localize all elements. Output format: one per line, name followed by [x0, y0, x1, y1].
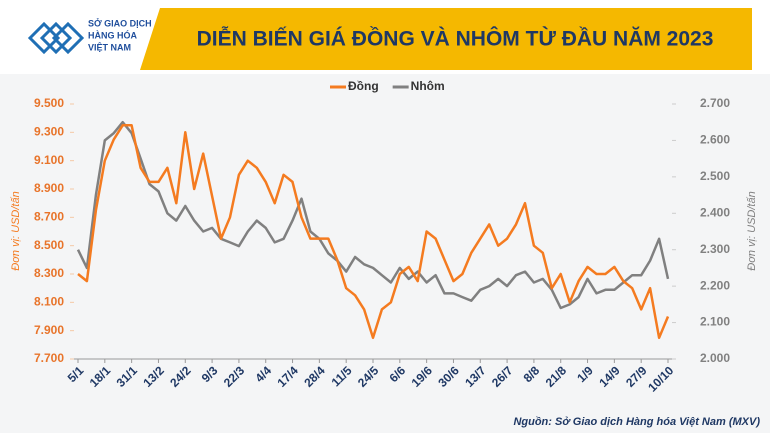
x-tick-label: 14/9 — [596, 363, 623, 390]
legend-label: Nhôm — [411, 79, 445, 93]
x-tick-label: 10/10 — [645, 363, 676, 394]
x-tick-label: 17/4 — [274, 363, 301, 390]
y-tick-label: 8.900 — [34, 181, 64, 195]
logo-text: VIỆT NAM — [88, 41, 131, 52]
y-tick-label: 8.100 — [34, 295, 64, 309]
logo-text: SỞ GIAO DỊCH — [88, 17, 152, 28]
x-tick-label: 13/7 — [462, 363, 489, 390]
x-tick-label: 31/1 — [114, 363, 141, 390]
y-tick-label: 9.500 — [34, 96, 64, 110]
x-tick-label: 5/1 — [65, 363, 87, 385]
y2-tick-label: 2.300 — [700, 242, 730, 256]
line-series — [77, 124, 670, 340]
line-series — [76, 120, 670, 310]
y-tick-label: 9.100 — [34, 153, 64, 167]
legend-label: Đồng — [348, 79, 379, 93]
title-band — [140, 8, 752, 70]
y-tick-label: 9.300 — [34, 125, 64, 139]
y2-tick-label: 2.500 — [700, 169, 730, 183]
y2-tick-label: 2.000 — [700, 351, 730, 365]
x-tick-label: 21/8 — [543, 363, 570, 390]
x-tick-label: 30/6 — [435, 363, 462, 390]
y-axis-label: Đơn vị: USD/tấn — [10, 191, 22, 270]
x-tick-label: 18/1 — [87, 363, 114, 390]
y-tick-label: 8.700 — [34, 210, 64, 224]
y-tick-label: 8.300 — [34, 266, 64, 280]
x-tick-label: 26/7 — [489, 363, 516, 390]
x-tick-label: 4/4 — [252, 363, 274, 385]
x-tick-label: 22/3 — [221, 363, 248, 390]
x-tick-label: 1/9 — [574, 363, 596, 385]
logo-text: HÀNG HÓA — [88, 29, 137, 40]
y-tick-label: 8.500 — [34, 238, 64, 252]
x-tick-label: 24/5 — [355, 363, 382, 390]
x-tick-label: 11/5 — [329, 363, 355, 389]
y2-tick-label: 2.400 — [700, 205, 730, 219]
x-tick-label: 9/3 — [199, 363, 221, 385]
x-tick-label: 24/2 — [167, 363, 194, 390]
x-tick-label: 28/4 — [301, 363, 328, 390]
chart-title: DIỄN BIẾN GIÁ ĐỒNG VÀ NHÔM TỪ ĐẦU NĂM 20… — [197, 27, 714, 51]
y2-tick-label: 2.200 — [700, 278, 730, 292]
y-tick-label: 7.900 — [34, 323, 64, 337]
logo — [27, 21, 85, 55]
x-tick-label: 19/6 — [409, 363, 436, 390]
y2-tick-label: 2.600 — [700, 133, 730, 147]
x-tick-label: 6/6 — [386, 363, 408, 385]
x-tick-label: 8/8 — [521, 363, 543, 385]
y-tick-label: 7.700 — [34, 351, 64, 365]
y2-tick-label: 2.700 — [700, 96, 730, 110]
y2-tick-label: 2.100 — [700, 315, 730, 329]
source: Nguồn: Sở Giao dịch Hàng hóa Việt Nam (M… — [513, 416, 760, 428]
x-tick-label: 13/2 — [140, 363, 167, 390]
y2-axis-label: Đơn vị: USD/tấn — [746, 191, 758, 270]
